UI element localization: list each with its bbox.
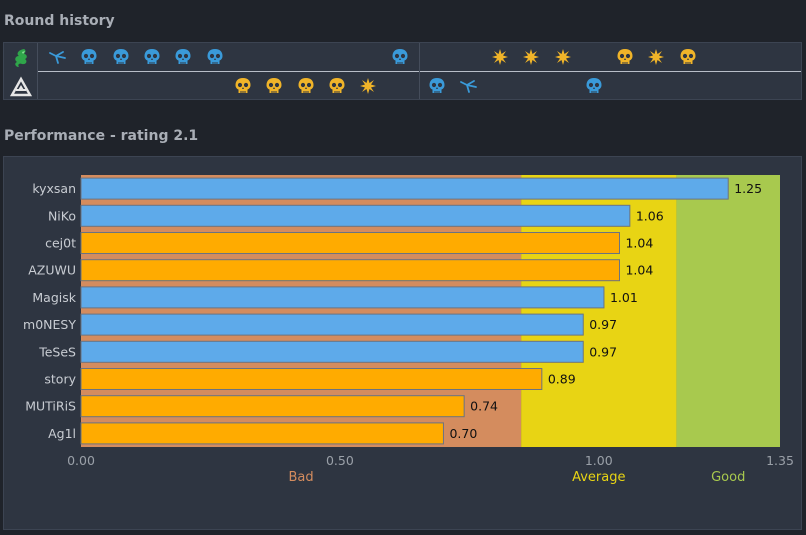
bar-Ag1l — [80, 422, 444, 445]
skull-icon — [296, 76, 316, 96]
explosion-icon — [521, 47, 541, 67]
skull-icon — [173, 47, 193, 67]
bar-NiKo — [80, 204, 631, 227]
category-label: m0NESY — [23, 317, 76, 332]
band-label-average: Average — [572, 470, 625, 485]
category-label: MUTiRiS — [25, 399, 76, 414]
bar-TeSeS — [80, 340, 584, 363]
band-good — [676, 175, 780, 447]
value-label: 0.74 — [470, 399, 498, 414]
bar-AZUWU — [80, 259, 620, 282]
bar-kyxsan — [80, 177, 729, 200]
category-label: kyxsan — [32, 181, 76, 196]
explosion-icon — [358, 76, 378, 96]
band-label-good: Good — [711, 470, 745, 485]
halftime-divider — [419, 43, 420, 99]
skull-icon — [615, 47, 635, 67]
performance-panel: Bad Average Good kyxsan 1.25 NiKo 1.06 cej0t 1.0… — [3, 156, 802, 530]
rating-bar-chart: Bad Average Good kyxsan 1.25 NiKo 1.06 cej0t 1.0… — [23, 175, 794, 485]
value-label: 0.70 — [449, 426, 477, 441]
category-label: NiKo — [48, 208, 76, 223]
value-label: 0.89 — [548, 372, 576, 387]
value-label: 1.01 — [610, 290, 638, 305]
band-label-bad: Bad — [288, 470, 313, 485]
category-label: Ag1l — [48, 426, 76, 441]
round-history-panel — [3, 42, 802, 100]
category-label: cej0t — [45, 236, 76, 251]
bar-story — [80, 368, 543, 390]
value-label: 0.97 — [589, 317, 617, 332]
value-label: 1.06 — [636, 208, 664, 223]
value-label: 1.25 — [734, 181, 762, 196]
dragon-logo-icon — [10, 47, 32, 69]
x-tick-label: 1.00 — [585, 453, 613, 468]
explosion-icon — [553, 47, 573, 67]
skull-icon — [584, 76, 604, 96]
bar-Magisk — [80, 286, 605, 309]
skull-icon — [678, 47, 698, 67]
value-label: 1.04 — [625, 236, 653, 251]
category-label: AZUWU — [28, 263, 76, 278]
value-label: 0.97 — [589, 344, 617, 359]
skull-icon — [264, 76, 284, 96]
skull-icon — [233, 76, 253, 96]
triangle-logo-icon — [9, 76, 33, 98]
explosion-icon — [646, 47, 666, 67]
value-label: 1.04 — [625, 263, 653, 278]
x-tick-label: 0.00 — [67, 453, 95, 468]
performance-title: Performance - rating 2.1 — [4, 128, 199, 144]
x-tick-label: 1.35 — [766, 453, 794, 468]
skull-icon — [79, 47, 99, 67]
skull-icon — [205, 47, 225, 67]
round-history-row-top — [4, 43, 801, 71]
explosion-icon — [490, 47, 510, 67]
logo-column-divider — [37, 43, 38, 99]
skull-icon — [142, 47, 162, 67]
skull-icon — [390, 47, 410, 67]
bar-m0NESY — [80, 313, 584, 336]
round-history-title: Round history — [4, 13, 115, 29]
skull-icon — [111, 47, 131, 67]
defuse-icon — [48, 47, 68, 67]
category-label: TeSeS — [38, 344, 76, 359]
defuse-icon — [459, 76, 479, 96]
x-tick-label: 0.50 — [326, 453, 354, 468]
category-label: Magisk — [32, 290, 76, 305]
category-label: story — [44, 372, 76, 387]
bar-cej0t — [80, 232, 620, 254]
skull-icon — [327, 76, 347, 96]
round-history-row-bottom — [4, 72, 801, 100]
bar-MUTiRiS — [80, 395, 465, 418]
skull-icon — [427, 76, 447, 96]
